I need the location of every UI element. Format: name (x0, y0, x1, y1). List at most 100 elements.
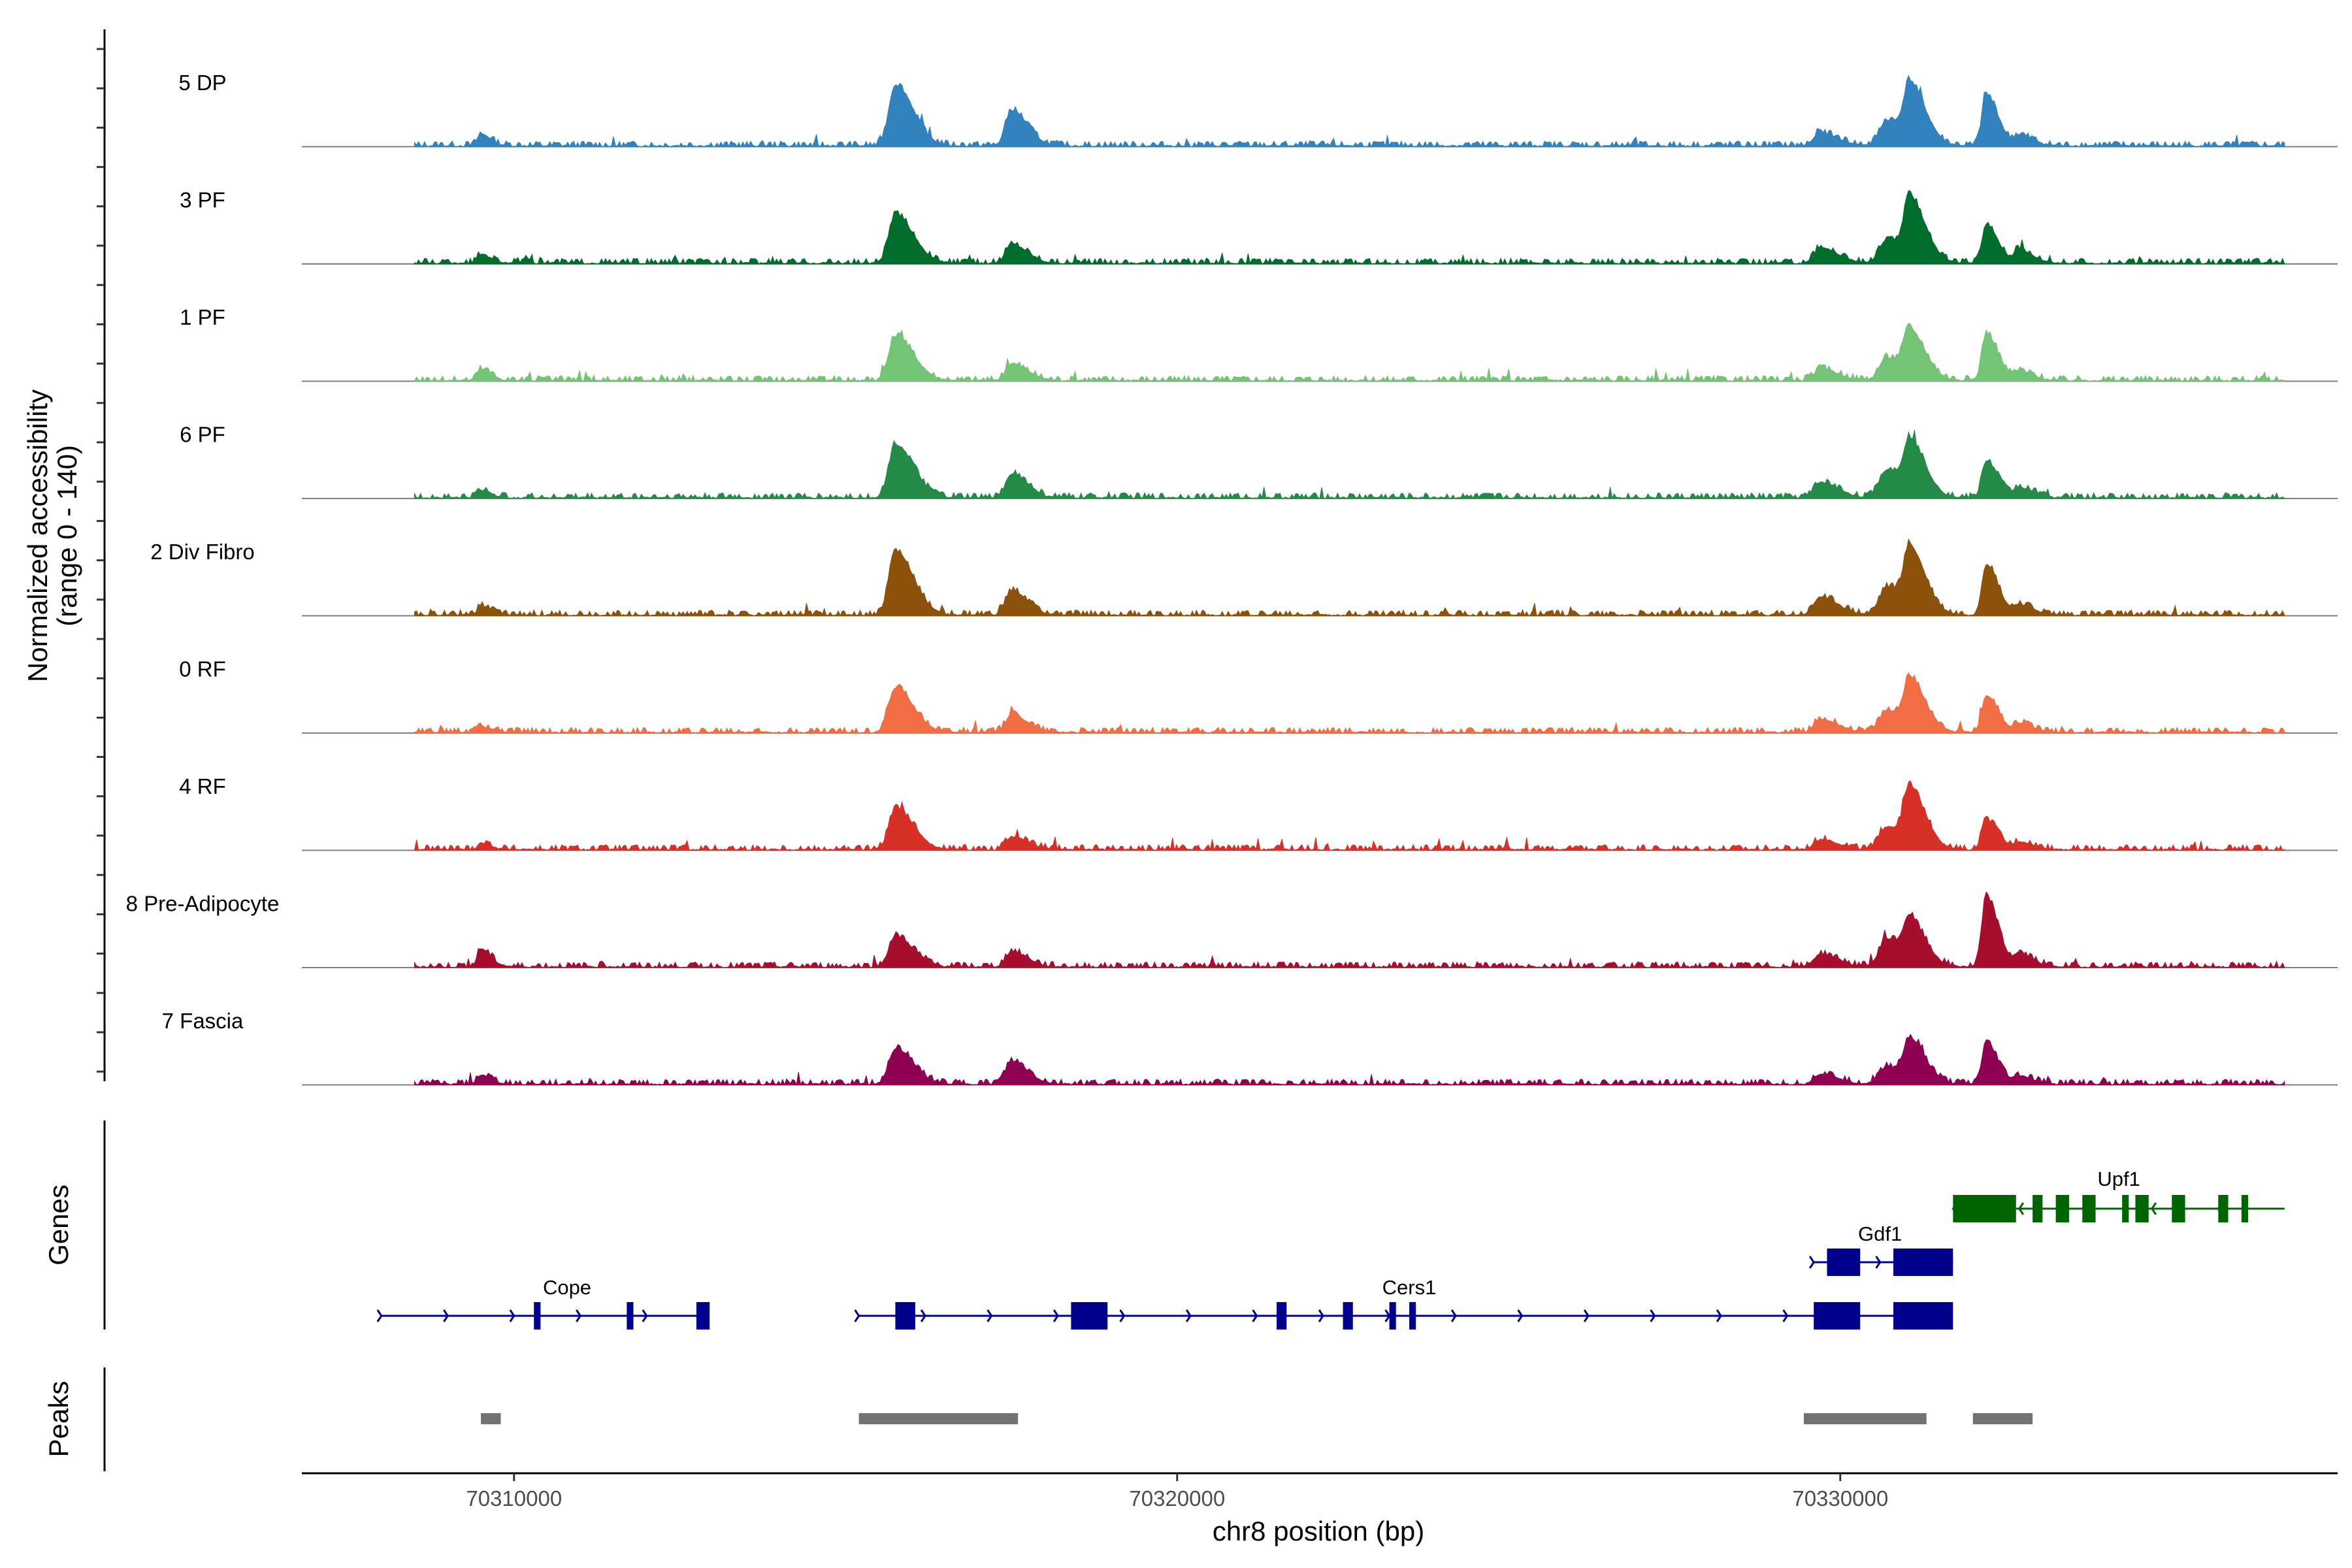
track-label: 1 PF (180, 305, 225, 329)
coverage-area-1-pf (414, 322, 2285, 382)
track-7-fascia: 7 Fascia (162, 1009, 2338, 1086)
peak-region-bar (1972, 1413, 2033, 1424)
track-0-rf: 0 RF (179, 657, 2338, 734)
track-3-pf: 3 PF (180, 188, 2338, 265)
strand-arrow (1252, 1309, 1258, 1322)
strand-arrow (1583, 1309, 1590, 1322)
strand-arrow (376, 1309, 383, 1322)
track-6-pf: 6 PF (180, 423, 2338, 500)
track-label: 5 DP (178, 71, 226, 95)
gene-exon (2135, 1195, 2149, 1222)
gene-label: Cers1 (1382, 1276, 1437, 1299)
gene-exon (534, 1302, 541, 1330)
strand-arrow (854, 1309, 860, 1322)
strand-arrow (1053, 1309, 1059, 1322)
gene-label: Gdf1 (1858, 1222, 1902, 1245)
strand-arrow (2018, 1202, 2025, 1215)
x-axis-title: chr8 position (bp) (1213, 1516, 1425, 1546)
gene-exon (696, 1302, 710, 1330)
coverage-area-3-pf (414, 189, 2285, 265)
gene-models: Cope Cers1 Gdf1 Upf1 (376, 1168, 2285, 1330)
gene-exon (1071, 1302, 1108, 1330)
track-label: 0 RF (179, 657, 226, 681)
gene-exon (1409, 1302, 1416, 1330)
y-axis-title-line-1: Normalized accessibility (22, 389, 53, 682)
coverage-area-5-dp (414, 74, 2285, 148)
strand-arrow (576, 1309, 582, 1322)
track-label: 7 Fascia (162, 1009, 244, 1033)
track-1-pf: 1 PF (180, 305, 2338, 382)
track-label: 3 PF (180, 188, 225, 212)
strand-arrow (1875, 1256, 1882, 1269)
strand-arrow (2151, 1202, 2157, 1215)
peak-region-bar (858, 1413, 1019, 1424)
gene-label: Cope (543, 1276, 591, 1299)
x-tick-label: 70320000 (1129, 1486, 1225, 1511)
track-label: 6 PF (180, 423, 225, 447)
genes-panel: Genes Cope Cers1 Gdf1 Upf1 (43, 1120, 2285, 1330)
gene-exon (2055, 1195, 2069, 1222)
gene-label: Upf1 (2097, 1168, 2140, 1190)
gene-exon (627, 1302, 634, 1330)
coverage-area-4-rf (414, 780, 2285, 852)
x-tick-label: 70330000 (1792, 1486, 1888, 1511)
track-8-pre-adipocyte: 8 Pre-Adipocyte (126, 891, 2338, 969)
gene-exon (2082, 1195, 2096, 1222)
x-axis: 70310000 70320000 70330000 chr8 position (… (302, 1472, 2338, 1546)
strand-arrow (509, 1309, 515, 1322)
gene-exon (1827, 1249, 1861, 1276)
strand-arrow (443, 1309, 449, 1322)
x-tick-label: 70310000 (466, 1486, 562, 1511)
coverage-area-8-pre-adipocyte (414, 891, 2285, 969)
strand-arrow (987, 1309, 993, 1322)
gene-exon (2241, 1195, 2248, 1222)
track-4-rf: 4 RF (179, 774, 2338, 852)
strand-arrow (1808, 1256, 1815, 1269)
track-2-div-fibro: 2 Div Fibro (150, 538, 2338, 617)
strand-arrow (1450, 1309, 1457, 1322)
peak-region-bar (481, 1413, 501, 1424)
gene-exon (2218, 1195, 2229, 1222)
strand-arrow (920, 1309, 926, 1322)
gene-exon (1343, 1302, 1353, 1330)
gene-exon (1277, 1302, 1287, 1330)
gene-gdf1: Gdf1 (1808, 1222, 1953, 1276)
peaks-panel-title: Peaks (43, 1381, 74, 1458)
peak-regions (481, 1413, 2033, 1424)
coverage-area-0-rf (414, 672, 2285, 734)
gene-upf1: Upf1 (1952, 1168, 2285, 1222)
gene-exon (1893, 1249, 1953, 1276)
gene-exon (1953, 1195, 2016, 1222)
peak-region-bar (1803, 1413, 1927, 1424)
coverage-tracks: 5 DP 3 PF 1 PF 6 PF 2 Div Fibro 0 RF 4 RF 8 Pre… (126, 71, 2338, 1086)
gene-cope: Cope (376, 1276, 710, 1330)
track-label: 8 Pre-Adipocyte (126, 892, 280, 916)
gene-exon (1893, 1302, 1953, 1330)
strand-arrow (1650, 1309, 1656, 1322)
track-label: 2 Div Fibro (150, 540, 255, 564)
gene-exon (2033, 1195, 2043, 1222)
gene-cers1: Cers1 (854, 1276, 1953, 1330)
coverage-area-2-div-fibro (414, 538, 2285, 617)
gene-exon (895, 1302, 915, 1330)
coverage-area-6-pf (414, 430, 2285, 500)
coverage-area-7-fascia (414, 1034, 2285, 1086)
gene-exon (2122, 1195, 2129, 1222)
strand-arrow (1185, 1309, 1192, 1322)
strand-arrow (1517, 1309, 1524, 1322)
track-label: 4 RF (179, 774, 226, 798)
genes-panel-title: Genes (43, 1184, 74, 1266)
y-axis-title: Normalized accessibility (range 0 - 140) (22, 389, 82, 682)
gene-exon (1814, 1302, 1861, 1330)
strand-arrow (1716, 1309, 1722, 1322)
peaks-panel: Peaks (43, 1367, 2033, 1471)
gene-exon (2172, 1195, 2185, 1222)
x-axis-ticks: 70310000 70320000 70330000 (466, 1473, 1888, 1511)
coverage-axis (97, 29, 106, 1081)
y-axis-title-line-2: (range 0 - 140) (52, 445, 82, 627)
strand-arrow (1782, 1309, 1789, 1322)
strand-arrow (1119, 1309, 1126, 1322)
strand-arrow (1318, 1309, 1324, 1322)
gene-exon (1389, 1302, 1396, 1330)
